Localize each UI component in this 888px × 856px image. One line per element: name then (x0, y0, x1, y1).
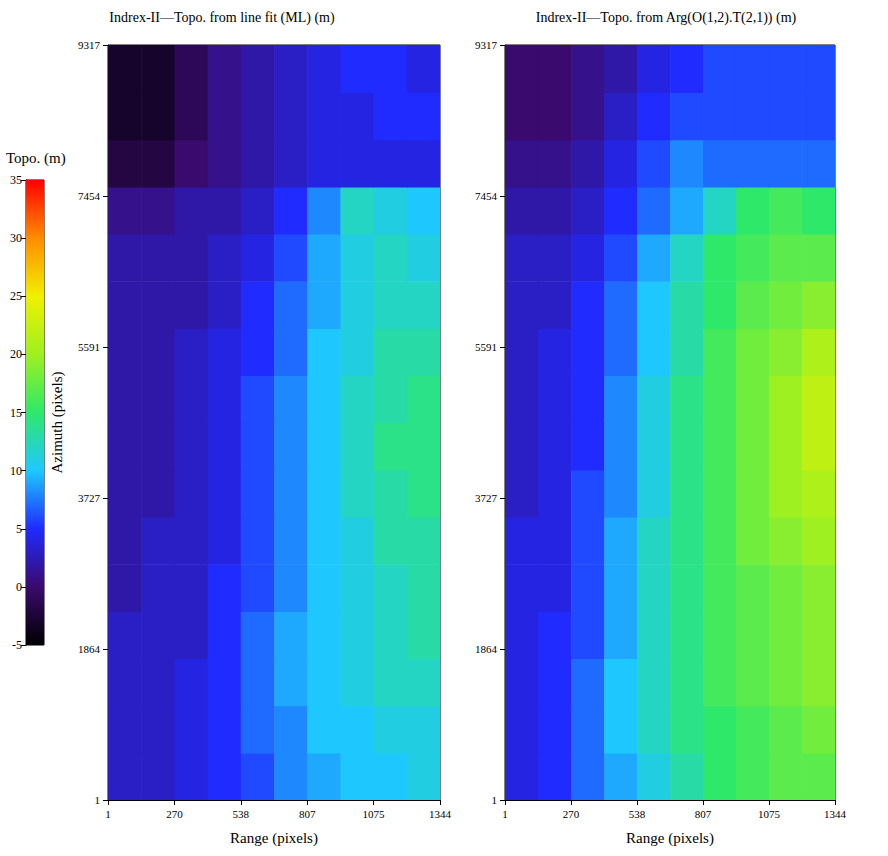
svg-text:10: 10 (10, 464, 22, 478)
svg-text:1: 1 (105, 808, 111, 820)
svg-text:270: 270 (166, 808, 183, 820)
svg-text:7454: 7454 (475, 190, 498, 202)
svg-text:270: 270 (563, 808, 580, 820)
svg-text:Indrex-II—Topo. from line fit: Indrex-II—Topo. from line fit (ML) (m) (109, 10, 335, 26)
svg-text:1: 1 (502, 808, 508, 820)
svg-text:807: 807 (695, 808, 712, 820)
svg-text:Range (pixels): Range (pixels) (626, 830, 714, 847)
svg-text:1: 1 (95, 794, 101, 806)
svg-text:-5: -5 (12, 638, 22, 652)
svg-text:1344: 1344 (824, 808, 847, 820)
svg-text:30: 30 (10, 231, 22, 245)
svg-text:Range (pixels): Range (pixels) (230, 830, 318, 847)
svg-text:1075: 1075 (363, 808, 386, 820)
svg-text:5: 5 (16, 522, 22, 536)
svg-text:1: 1 (492, 794, 498, 806)
svg-text:5591: 5591 (78, 341, 100, 353)
svg-text:9317: 9317 (78, 39, 101, 51)
svg-text:15: 15 (10, 406, 22, 420)
svg-text:9317: 9317 (475, 39, 498, 51)
svg-text:1864: 1864 (78, 643, 101, 655)
svg-text:7454: 7454 (78, 190, 101, 202)
svg-text:25: 25 (10, 289, 22, 303)
svg-text:20: 20 (10, 347, 22, 361)
svg-text:5591: 5591 (475, 341, 497, 353)
svg-text:Topo. (m): Topo. (m) (6, 150, 66, 167)
svg-text:Azimuth (pixels): Azimuth (pixels) (49, 371, 66, 473)
svg-text:3727: 3727 (78, 492, 101, 504)
svg-text:1075: 1075 (758, 808, 781, 820)
svg-text:1344: 1344 (429, 808, 452, 820)
svg-text:0: 0 (16, 580, 22, 594)
svg-text:538: 538 (233, 808, 250, 820)
svg-text:1864: 1864 (475, 643, 498, 655)
svg-text:35: 35 (10, 173, 22, 187)
svg-text:538: 538 (629, 808, 646, 820)
svg-text:Indrex-II—Topo. from Arg(O(1,2: Indrex-II—Topo. from Arg(O(1,2).T(2,1)) … (536, 10, 797, 26)
svg-text:807: 807 (299, 808, 316, 820)
svg-text:3727: 3727 (475, 492, 498, 504)
